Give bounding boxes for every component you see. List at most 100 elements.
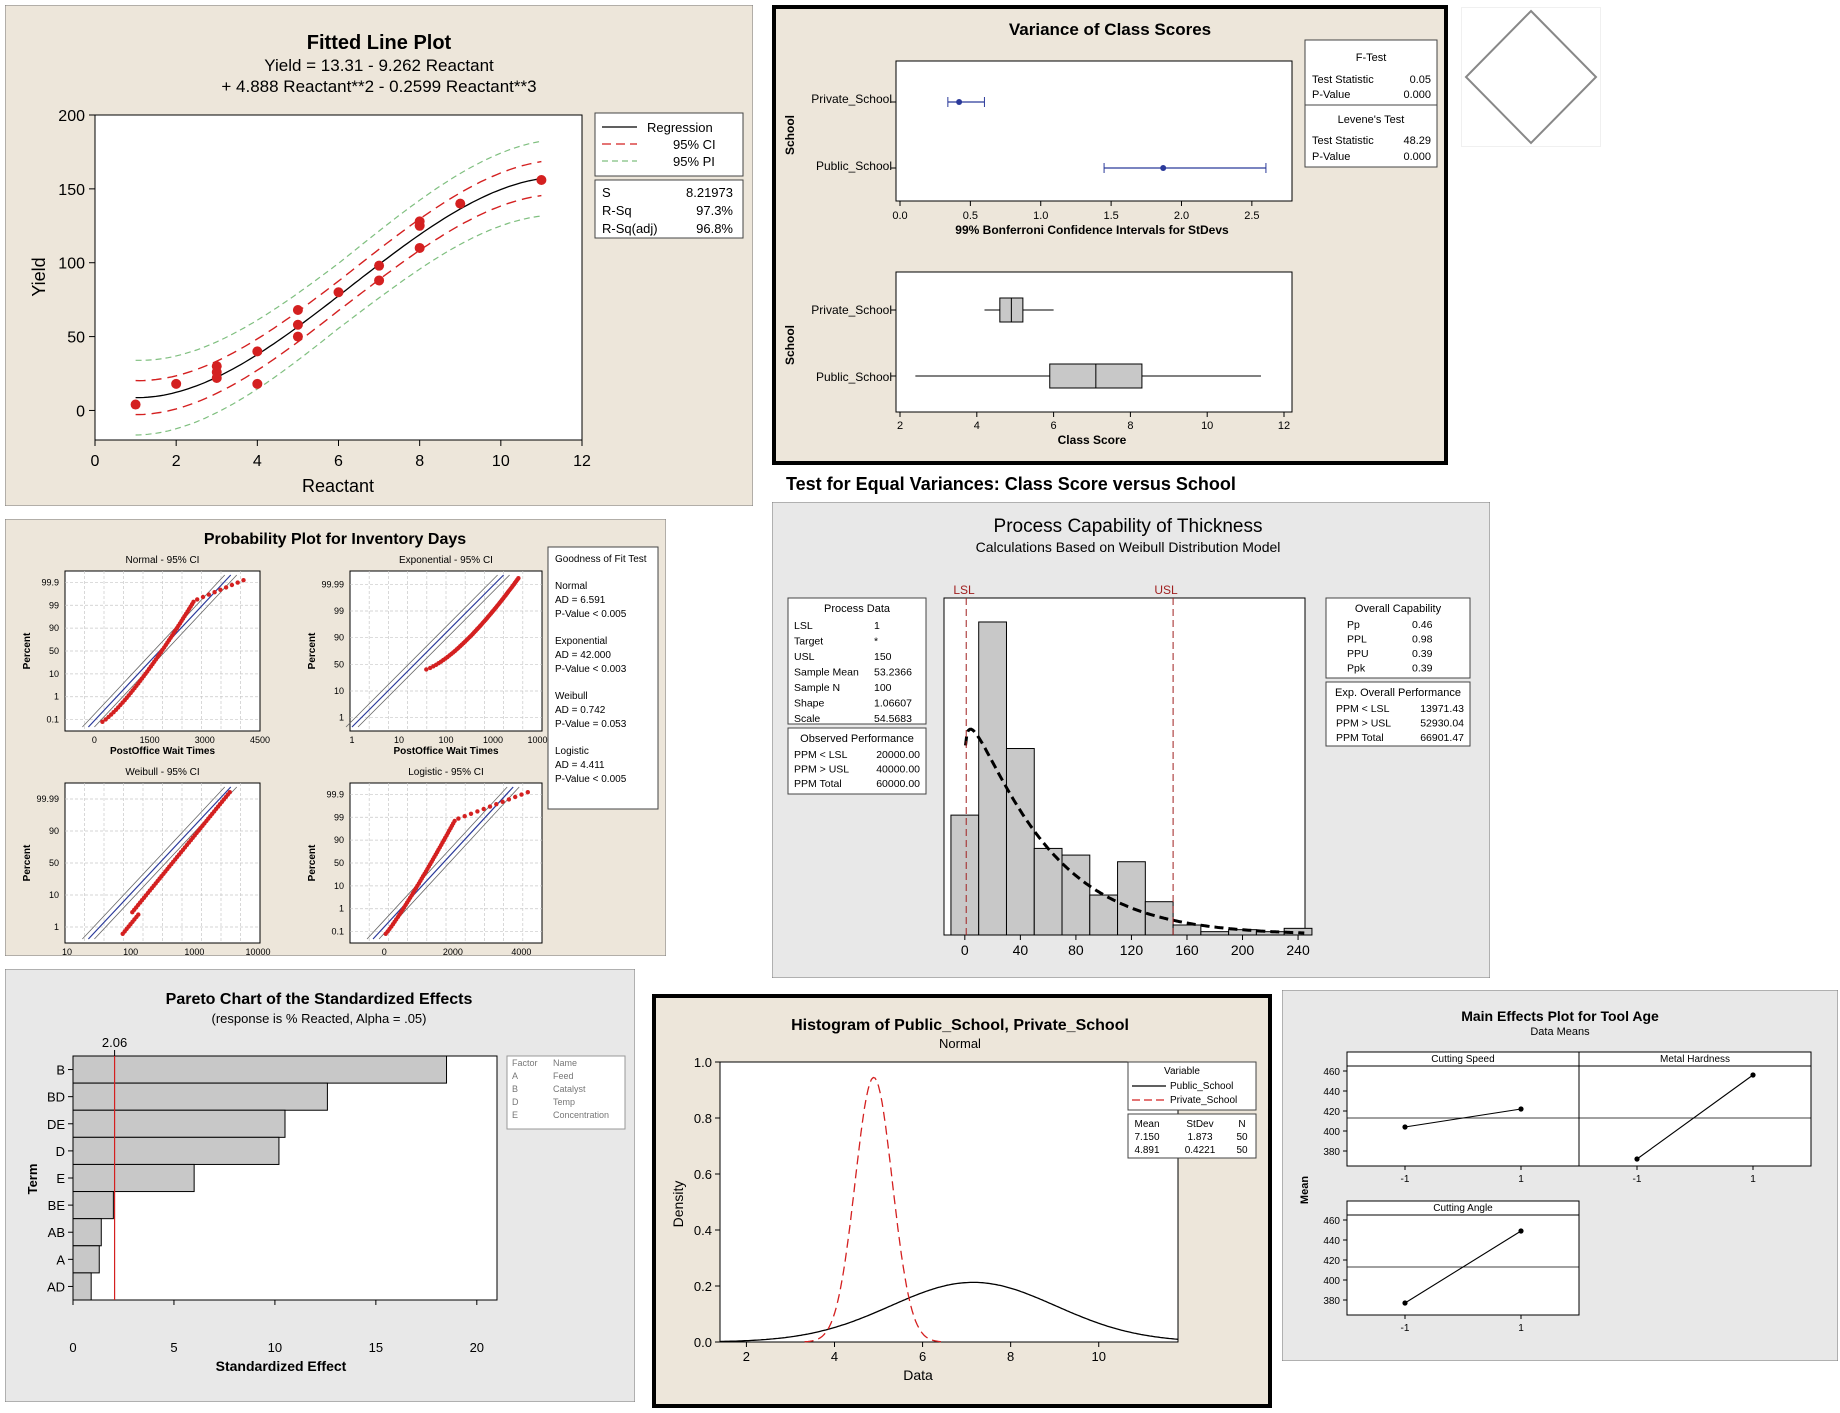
ci-x-tick-label: 2.0 bbox=[1174, 210, 1189, 222]
y-tick-label: 0.6 bbox=[694, 1167, 712, 1182]
probability-point bbox=[462, 814, 467, 819]
x-tick-label: 1 bbox=[1518, 1323, 1524, 1334]
y-tick-label: 90 bbox=[49, 623, 59, 633]
data-point bbox=[333, 287, 344, 298]
x-tick-label: -1 bbox=[1401, 1174, 1410, 1185]
stat-key: PPM < LSL bbox=[794, 749, 848, 761]
stat-key: Sample Mean bbox=[794, 667, 859, 679]
weibull-curve bbox=[964, 727, 1305, 935]
stat-key: Ppk bbox=[1347, 663, 1366, 675]
gof-logistic-name: Logistic bbox=[555, 746, 589, 757]
y-tick-label: 99 bbox=[334, 812, 344, 822]
main-effects-chart: Main Effects Plot for Tool Age Data Mean… bbox=[1281, 989, 1839, 1362]
legend-factor-e: E bbox=[512, 1110, 518, 1120]
stat-s-value: 8.21973 bbox=[686, 185, 733, 200]
x-tick-label: 1500 bbox=[140, 735, 160, 745]
x-tick-label: -1 bbox=[1633, 1174, 1642, 1185]
y-tick-label: 50 bbox=[334, 659, 344, 669]
strip-cutting-angle: Cutting Angle bbox=[1433, 1203, 1493, 1214]
x-tick-label: 4000 bbox=[511, 947, 531, 956]
reference-label: 2.06 bbox=[102, 1035, 127, 1050]
probability-point bbox=[191, 599, 196, 604]
capability-marks: 0 40 80 120 160 200 240 bbox=[950, 598, 1313, 958]
diamond-icon bbox=[1464, 9, 1598, 145]
expected-box-frame bbox=[1325, 681, 1471, 747]
fit-line bbox=[351, 574, 505, 728]
data-point bbox=[414, 216, 425, 227]
y-tick-label: 0.1 bbox=[46, 715, 59, 725]
stat-key: LSL bbox=[794, 620, 813, 632]
probability-point bbox=[475, 809, 480, 814]
stat-key: PPM > USL bbox=[794, 764, 849, 776]
probability-point bbox=[195, 597, 200, 602]
stat-key: Sample N bbox=[794, 682, 840, 694]
y-tick-label: 50 bbox=[67, 330, 85, 347]
effect-point bbox=[1634, 1156, 1640, 1162]
gof-title: Goodness of Fit Test bbox=[555, 554, 647, 565]
legend-head-factor: Factor bbox=[512, 1058, 538, 1068]
data-point bbox=[374, 260, 385, 271]
y-tick-label: 0.1 bbox=[331, 927, 344, 937]
x-tick-label: 5 bbox=[170, 1340, 177, 1355]
stat-value: 1 bbox=[874, 620, 880, 632]
variance-caption: Test for Equal Variances: Class Score ve… bbox=[786, 474, 1236, 494]
stat-value: 100 bbox=[874, 682, 892, 694]
pareto-bar bbox=[72, 1218, 102, 1247]
box-x-tick-label: 6 bbox=[1051, 420, 1057, 432]
y-tick-label: 10 bbox=[334, 686, 344, 696]
process-title: Process Data bbox=[824, 603, 891, 615]
y-tick-label: 1 bbox=[54, 922, 59, 932]
histogram-marks: 2 4 6 8 10 0.0 0.2 0.4 0.6 0.8 1.0 bbox=[694, 1055, 1179, 1364]
y-tick-label: 90 bbox=[334, 633, 344, 643]
y-tick-label: 420 bbox=[1323, 1256, 1340, 1267]
fitted-marks: 0 2 4 6 8 10 12 0 50 100 150 200 Reactant Yield bbox=[29, 108, 591, 496]
subplot-title: Normal - 95% CI bbox=[126, 555, 200, 566]
x-tick-label: 10 bbox=[268, 1340, 282, 1355]
y-tick-label: 0 bbox=[76, 403, 85, 420]
chart-subtitle: (response is % Reacted, Alpha = .05) bbox=[212, 1011, 427, 1026]
stat-value: 66901.47 bbox=[1420, 732, 1464, 744]
legend-ci-label: 95% CI bbox=[673, 137, 716, 152]
expected-box: Exp. Overall Performance PPM < LSL 13971.… bbox=[1325, 681, 1471, 747]
probability-point bbox=[494, 802, 499, 807]
main-panel-frames bbox=[1346, 1051, 1812, 1316]
x-tick-label: 6 bbox=[334, 453, 343, 470]
stat-value: 0.98 bbox=[1412, 634, 1433, 646]
probability-point bbox=[468, 811, 474, 816]
strip-metal-hardness: Metal Hardness bbox=[1660, 1054, 1730, 1065]
ftest-stat-value: 0.05 bbox=[1410, 74, 1431, 86]
legend-factor-d: D bbox=[512, 1097, 519, 1107]
stat-rsqadj-key: R-Sq(adj) bbox=[602, 221, 658, 236]
x-tick-label: 4500 bbox=[250, 735, 270, 745]
ftest-stat-key: Test Statistic bbox=[1312, 74, 1374, 86]
plot-area bbox=[719, 1061, 1179, 1343]
pareto-panel: Pareto Chart of the Standardized Effects… bbox=[4, 968, 636, 1403]
observed-rows: PPM < LSL 20000.00 PPM > USL 40000.00 PPM To… bbox=[794, 749, 920, 790]
effect-point bbox=[1402, 1300, 1408, 1306]
chart-subtitle: Calculations Based on Weibull Distributi… bbox=[976, 539, 1281, 555]
chart-subtitle: Data Means bbox=[1530, 1026, 1590, 1038]
y-tick-label: 90 bbox=[49, 826, 59, 836]
ci-x-tick-label: 0.5 bbox=[963, 210, 978, 222]
probability-panel: Probability Plot for Inventory Days Norm… bbox=[4, 518, 667, 969]
y-tick-label: 1.0 bbox=[694, 1055, 712, 1070]
legend-factor-a: A bbox=[512, 1071, 518, 1081]
hist-legend: Variable Public_School Private_School bbox=[1127, 1061, 1257, 1111]
y-tick-label: 200 bbox=[58, 108, 85, 125]
x-tick-label: 1000 bbox=[184, 947, 204, 956]
term-label: AD bbox=[47, 1279, 65, 1294]
data-point bbox=[130, 399, 141, 410]
ci-lower-line bbox=[135, 194, 542, 416]
stat-key: Shape bbox=[794, 698, 825, 710]
y-tick-label: 10 bbox=[334, 881, 344, 891]
main-effects-marks: -1 1 380 400 420 440 460 -1 1 -1 1 380 400 420 440 460 bbox=[1323, 1067, 1811, 1334]
stat-key: PPU bbox=[1347, 648, 1369, 660]
x-tick-label: 6 bbox=[919, 1349, 926, 1364]
x-tick-label: 1 bbox=[1750, 1174, 1756, 1185]
pareto-bar bbox=[72, 1272, 92, 1301]
probability-point bbox=[206, 592, 211, 597]
ci-ylabel: School bbox=[783, 115, 797, 155]
gof-normal-p: P-Value < 0.005 bbox=[555, 609, 627, 620]
chart-title: Histogram of Public_School, Private_Scho… bbox=[791, 1017, 1129, 1034]
x-tick-label: 10000 bbox=[245, 947, 270, 956]
